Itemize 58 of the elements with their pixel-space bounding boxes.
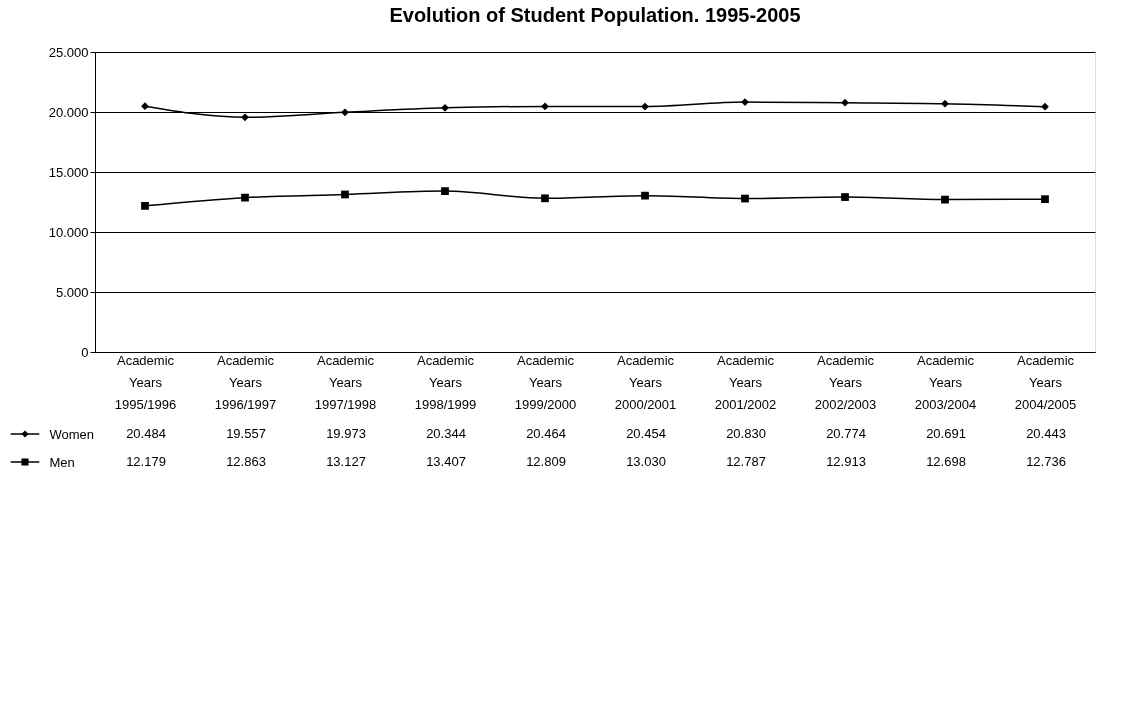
data-label: 13.407 bbox=[426, 454, 466, 469]
chart-title: Evolution of Student Population. 1995-2005 bbox=[389, 4, 801, 26]
data-label: 20.484 bbox=[126, 426, 166, 441]
data-label: 20.830 bbox=[726, 426, 766, 441]
point bbox=[1041, 102, 1049, 111]
point bbox=[941, 99, 949, 108]
point bbox=[541, 194, 549, 203]
data-label: 12.863 bbox=[226, 454, 266, 469]
point bbox=[641, 191, 649, 200]
point bbox=[641, 102, 649, 111]
data-label: 20.774 bbox=[826, 426, 866, 441]
data-label: 12.913 bbox=[826, 454, 866, 469]
x-tick-label: Academic Years 2004/2005 bbox=[1014, 352, 1077, 412]
x-tick-label: Academic Years 2002/2003 bbox=[814, 352, 877, 412]
point bbox=[341, 190, 349, 199]
data-label: 12.179 bbox=[126, 454, 166, 469]
data-label: 12.698 bbox=[926, 454, 966, 469]
point bbox=[541, 102, 549, 111]
x-tick-label: Academic Years 1998/1999 bbox=[414, 352, 477, 412]
y-tick-label: 0 bbox=[81, 344, 89, 360]
y-tick-label: 10.000 bbox=[48, 224, 89, 240]
x-tick-label: Academic Years 2000/2001 bbox=[614, 352, 677, 412]
legend-label: Women bbox=[49, 426, 95, 442]
point bbox=[841, 193, 849, 201]
x-tick-label: Academic Years 1996/1997 bbox=[214, 352, 277, 412]
data-label: 13.030 bbox=[626, 454, 666, 469]
point bbox=[241, 193, 249, 202]
data-label: 20.344 bbox=[426, 426, 466, 441]
point bbox=[441, 187, 449, 195]
data-label: 20.691 bbox=[926, 426, 966, 441]
data-label: 12.736 bbox=[1026, 454, 1066, 469]
x-tick-label: Academic Years 2003/2004 bbox=[914, 352, 977, 412]
point bbox=[1041, 195, 1049, 204]
point bbox=[941, 195, 949, 204]
point bbox=[741, 194, 749, 203]
point bbox=[441, 104, 449, 112]
y-tick-label: 15.000 bbox=[48, 164, 89, 180]
point bbox=[141, 201, 149, 210]
data-label: 20.443 bbox=[1026, 426, 1066, 441]
y-tick-label: 5.000 bbox=[55, 284, 89, 300]
point bbox=[141, 102, 149, 111]
y-tick-label: 20.000 bbox=[48, 104, 89, 120]
data-label: 20.464 bbox=[526, 426, 566, 441]
point bbox=[241, 113, 249, 122]
point bbox=[841, 98, 849, 107]
point bbox=[341, 108, 349, 117]
data-label: 19.557 bbox=[226, 426, 266, 441]
data-label: 12.787 bbox=[726, 454, 766, 469]
x-tick-label: Academic Years 1999/2000 bbox=[514, 352, 577, 412]
x-tick-label: Academic Years 1997/1998 bbox=[314, 352, 377, 412]
legend-label: Men bbox=[49, 454, 75, 470]
x-tick-label: Academic Years 1995/1996 bbox=[114, 352, 177, 412]
x-tick-label: Academic Years 2001/2002 bbox=[714, 352, 777, 412]
data-label: 19.973 bbox=[326, 426, 366, 441]
data-label: 12.809 bbox=[526, 454, 566, 469]
y-tick-label: 25.000 bbox=[48, 44, 89, 60]
data-label: 13.127 bbox=[326, 454, 366, 469]
data-label: 20.454 bbox=[626, 426, 666, 441]
